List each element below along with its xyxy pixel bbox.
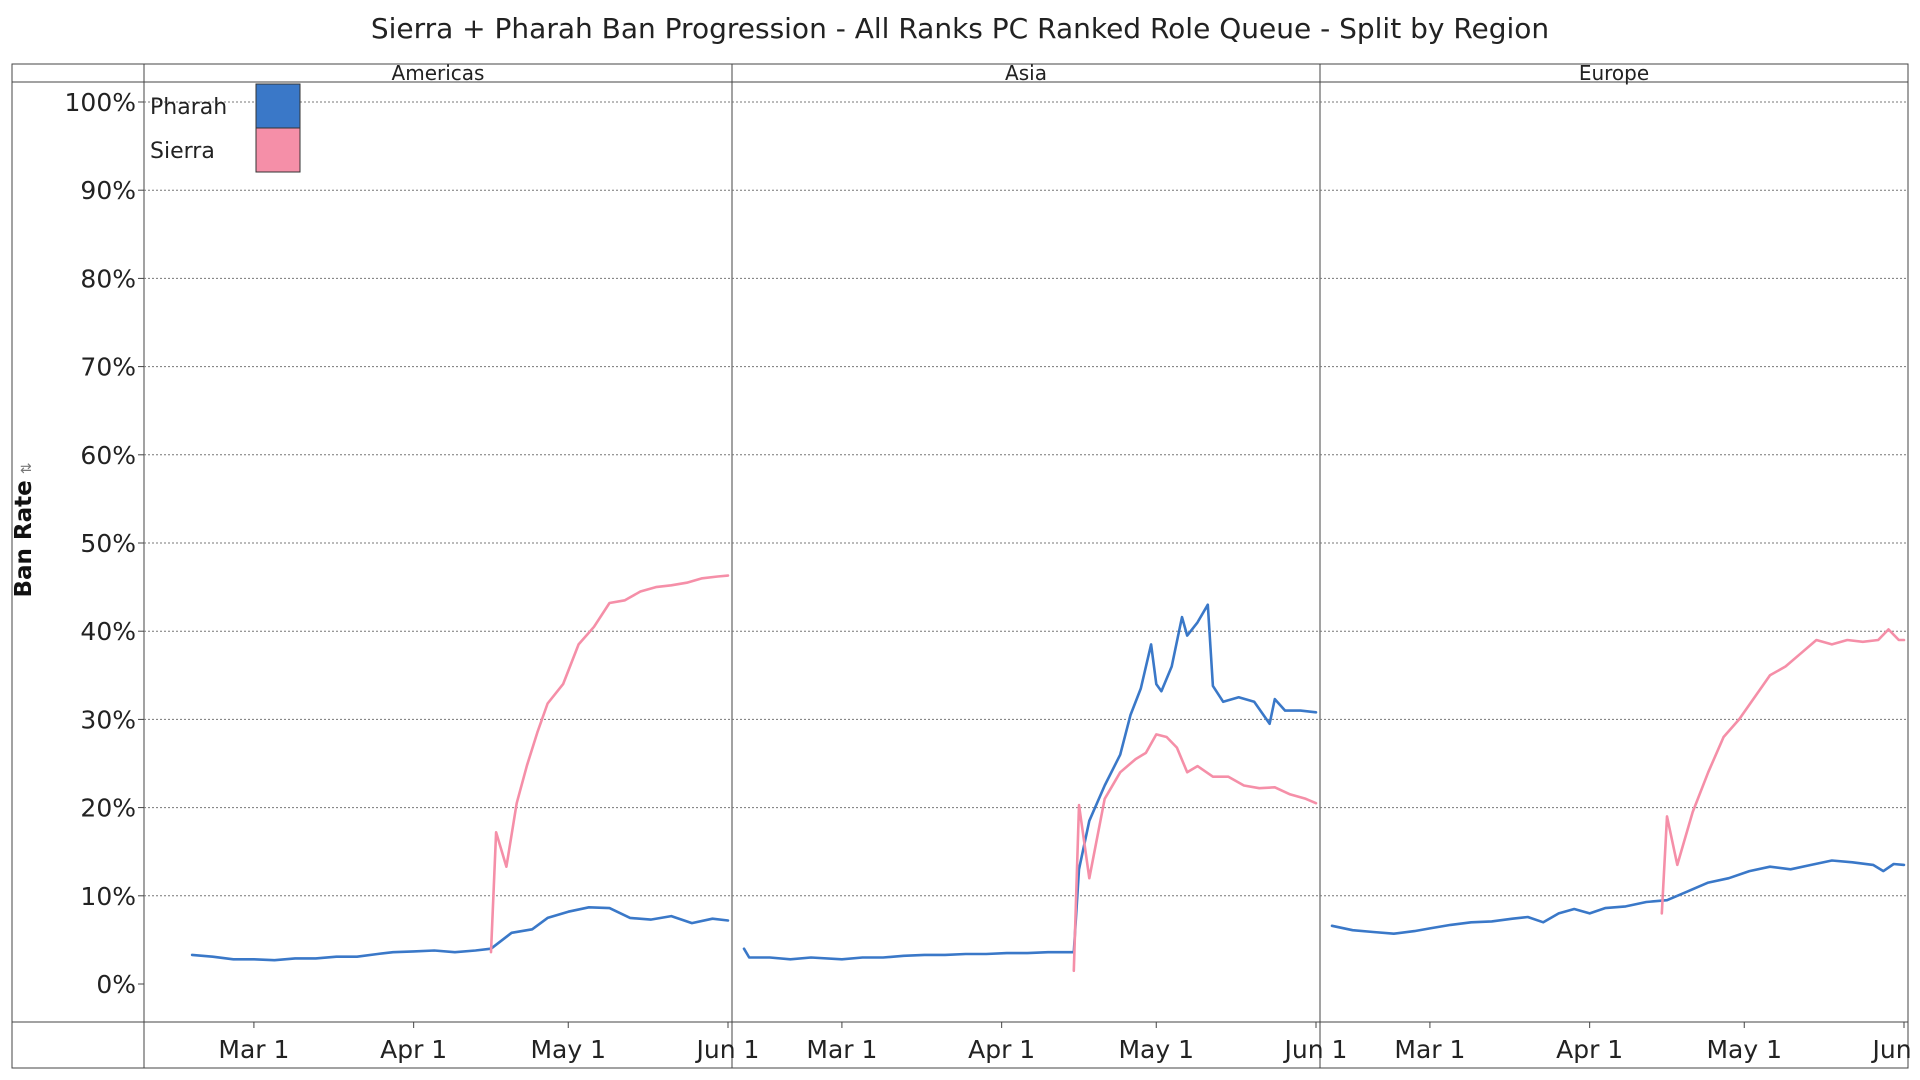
chart-frame <box>11 63 1909 1069</box>
series-line-pharah-asia <box>742 603 1318 961</box>
legend-label-pharah: Pharah <box>150 95 227 120</box>
x-tick-label: May 1 <box>530 1035 606 1064</box>
y-tick-label: 50% <box>80 529 136 558</box>
x-tick-label: Mar 1 <box>218 1035 289 1064</box>
y-tick-label: 60% <box>80 441 136 470</box>
panel-header-asia: Asia <box>1005 61 1047 85</box>
x-tick-label: Mar 1 <box>806 1035 877 1064</box>
legend-label-sierra: Sierra <box>150 139 215 164</box>
x-tick-label: Apr 1 <box>1556 1035 1623 1064</box>
x-tick-label: Mar 1 <box>1394 1035 1465 1064</box>
x-tick-label: Jun 1 <box>1871 1035 1920 1064</box>
y-tick-label: 20% <box>80 794 136 823</box>
series-line-sierra-europe <box>1660 628 1906 915</box>
y-tick-label: 30% <box>80 705 136 734</box>
y-tick-label: 80% <box>80 264 136 293</box>
y-tick-label: 0% <box>96 970 136 999</box>
y-tick-label: 100% <box>65 88 136 117</box>
x-tick-label: Jun 1 <box>1283 1035 1348 1064</box>
x-tick-label: May 1 <box>1706 1035 1782 1064</box>
panel-header-americas: Americas <box>392 61 485 85</box>
series-line-sierra-americas <box>489 574 730 954</box>
legend-swatch-pharah[interactable] <box>255 83 301 129</box>
legend-swatch-sierra[interactable] <box>255 127 301 173</box>
y-tick-label: 70% <box>80 353 136 382</box>
panel-header-europe: Europe <box>1579 61 1649 85</box>
series-line-pharah-europe <box>1330 859 1906 936</box>
series-line-pharah-americas <box>190 905 730 962</box>
x-tick-label: Apr 1 <box>380 1035 447 1064</box>
series-line-sierra-asia <box>1072 733 1318 973</box>
x-tick-label: Jun 1 <box>695 1035 760 1064</box>
x-tick-label: Apr 1 <box>968 1035 1035 1064</box>
y-tick-label: 10% <box>80 882 136 911</box>
chart-title: Sierra + Pharah Ban Progression - All Ra… <box>370 12 1550 45</box>
x-tick-label: May 1 <box>1118 1035 1194 1064</box>
y-tick-label: 40% <box>80 617 136 646</box>
y-tick-label: 90% <box>80 176 136 205</box>
